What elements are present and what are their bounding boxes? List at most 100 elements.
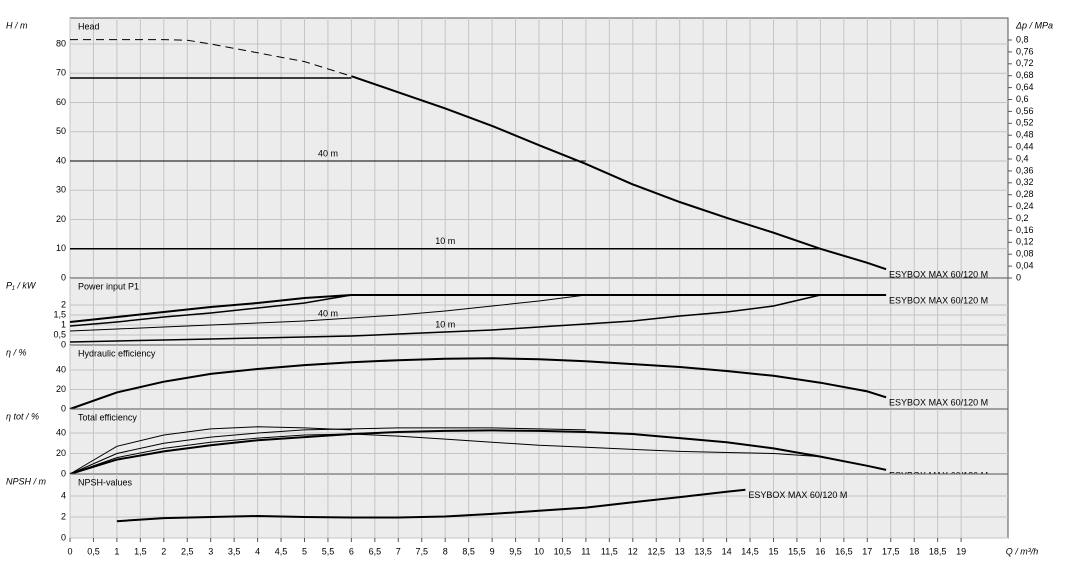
y2-axis-label: Δp / MPa [1015, 20, 1053, 30]
x-tick-label: 4,5 [275, 546, 288, 556]
x-tick-label: 13,5 [694, 546, 712, 556]
panel-title: Hydraulic efficiency [78, 348, 156, 358]
x-tick-label: 6,5 [369, 546, 382, 556]
x-tick-label: 14 [722, 546, 732, 556]
y2-tick-label: 0,44 [1016, 141, 1034, 151]
x-tick-label: 9,5 [509, 546, 522, 556]
curve [116, 488, 746, 523]
x-tick-label: 3 [208, 546, 213, 556]
y2-tick-label: 0,12 [1016, 237, 1034, 247]
y-tick-label: 20 [56, 448, 66, 458]
y2-tick-label: 0,2 [1016, 213, 1029, 223]
panel-title: Total efficiency [78, 412, 137, 422]
curve [69, 433, 821, 475]
curve [70, 39, 352, 77]
y2-tick-label: 0 [1016, 272, 1021, 282]
y2-tick-label: 0,68 [1016, 70, 1034, 80]
x-tick-label: 13 [675, 546, 685, 556]
x-tick-label: 7 [396, 546, 401, 556]
panel-title: Power input P1 [78, 281, 139, 291]
x-axis-label: Q / m³/h [1006, 546, 1039, 556]
y2-tick-label: 0,76 [1016, 46, 1034, 56]
y-axis-label: H / m [6, 20, 28, 30]
y-axis-label: NPSH / m [6, 476, 47, 486]
y-tick-label: 10 [56, 243, 66, 253]
x-tick-label: 6 [349, 546, 354, 556]
y2-tick-label: 0,24 [1016, 201, 1034, 211]
x-tick-label: 0,5 [87, 546, 100, 556]
curve [69, 294, 352, 327]
curve-label: 40 m [318, 148, 338, 158]
x-tick-label: 7,5 [415, 546, 428, 556]
x-tick-label: 5 [302, 546, 307, 556]
y2-tick-label: 0,16 [1016, 225, 1034, 235]
curve [69, 357, 887, 410]
y-tick-label: 40 [56, 364, 66, 374]
curve-label: 10 m [435, 236, 455, 246]
x-tick-label: 12,5 [647, 546, 665, 556]
y2-tick-label: 0,8 [1016, 34, 1029, 44]
curve-label: ESYBOX MAX 60/120 M [748, 490, 847, 500]
y-tick-label: 40 [56, 427, 66, 437]
y-tick-label: 80 [56, 38, 66, 48]
x-tick-label: 18 [909, 546, 919, 556]
panel-title: Head [78, 21, 100, 31]
x-tick-label: 10,5 [554, 546, 572, 556]
y2-tick-label: 0,28 [1016, 189, 1034, 199]
y-tick-label: 70 [56, 68, 66, 78]
y-tick-label: 1 [61, 319, 66, 329]
x-tick-label: 18,5 [929, 546, 947, 556]
curve [69, 426, 352, 475]
y2-tick-label: 0,04 [1016, 260, 1034, 270]
y-tick-label: 50 [56, 126, 66, 136]
x-tick-label: 15 [768, 546, 778, 556]
curve [69, 427, 586, 475]
x-tick-label: 14,5 [741, 546, 759, 556]
x-tick-label: 1,5 [134, 546, 147, 556]
x-tick-label: 8,5 [462, 546, 475, 556]
y-tick-label: 0 [61, 339, 66, 349]
curve-label: ESYBOX MAX 60/120 M [889, 270, 988, 280]
y-tick-label: 0,5 [53, 329, 66, 339]
x-tick-label: 2,5 [181, 546, 194, 556]
curve [69, 294, 821, 343]
y-tick-label: 0 [61, 532, 66, 542]
x-tick-label: 4 [255, 546, 260, 556]
y2-tick-label: 0,36 [1016, 165, 1034, 175]
y-tick-label: 30 [56, 185, 66, 195]
y-tick-label: 2 [61, 511, 66, 521]
y-tick-label: 60 [56, 97, 66, 107]
x-tick-label: 3,5 [228, 546, 241, 556]
y-axis-label: η tot / % [6, 411, 39, 421]
y-tick-label: 1,5 [53, 309, 66, 319]
x-tick-label: 0 [67, 546, 72, 556]
x-tick-label: 5,5 [322, 546, 335, 556]
x-tick-label: 1 [114, 546, 119, 556]
y-tick-label: 2 [61, 299, 66, 309]
x-tick-label: 8 [443, 546, 448, 556]
x-tick-label: 17,5 [882, 546, 900, 556]
x-tick-label: 17 [862, 546, 872, 556]
x-tick-label: 2 [161, 546, 166, 556]
y2-tick-label: 0,52 [1016, 118, 1034, 128]
panel-title: NPSH-values [78, 477, 133, 487]
y-tick-label: 0 [61, 403, 66, 413]
y-tick-label: 4 [61, 490, 66, 500]
curve [69, 294, 887, 323]
y2-tick-label: 0,48 [1016, 130, 1034, 140]
y2-tick-label: 0,4 [1016, 153, 1029, 163]
x-tick-label: 15,5 [788, 546, 806, 556]
curve [69, 429, 887, 475]
x-tick-label: 9 [490, 546, 495, 556]
curve-label: ESYBOX MAX 60/120 M [889, 295, 988, 305]
x-tick-label: 10 [534, 546, 544, 556]
y2-tick-label: 0,56 [1016, 106, 1034, 116]
y-tick-label: 20 [56, 214, 66, 224]
y2-tick-label: 0,72 [1016, 58, 1034, 68]
y2-tick-label: 0,64 [1016, 82, 1034, 92]
curve-label: 10 m [435, 319, 455, 329]
x-tick-label: 12 [628, 546, 638, 556]
x-tick-label: 16,5 [835, 546, 853, 556]
curve [69, 294, 586, 332]
